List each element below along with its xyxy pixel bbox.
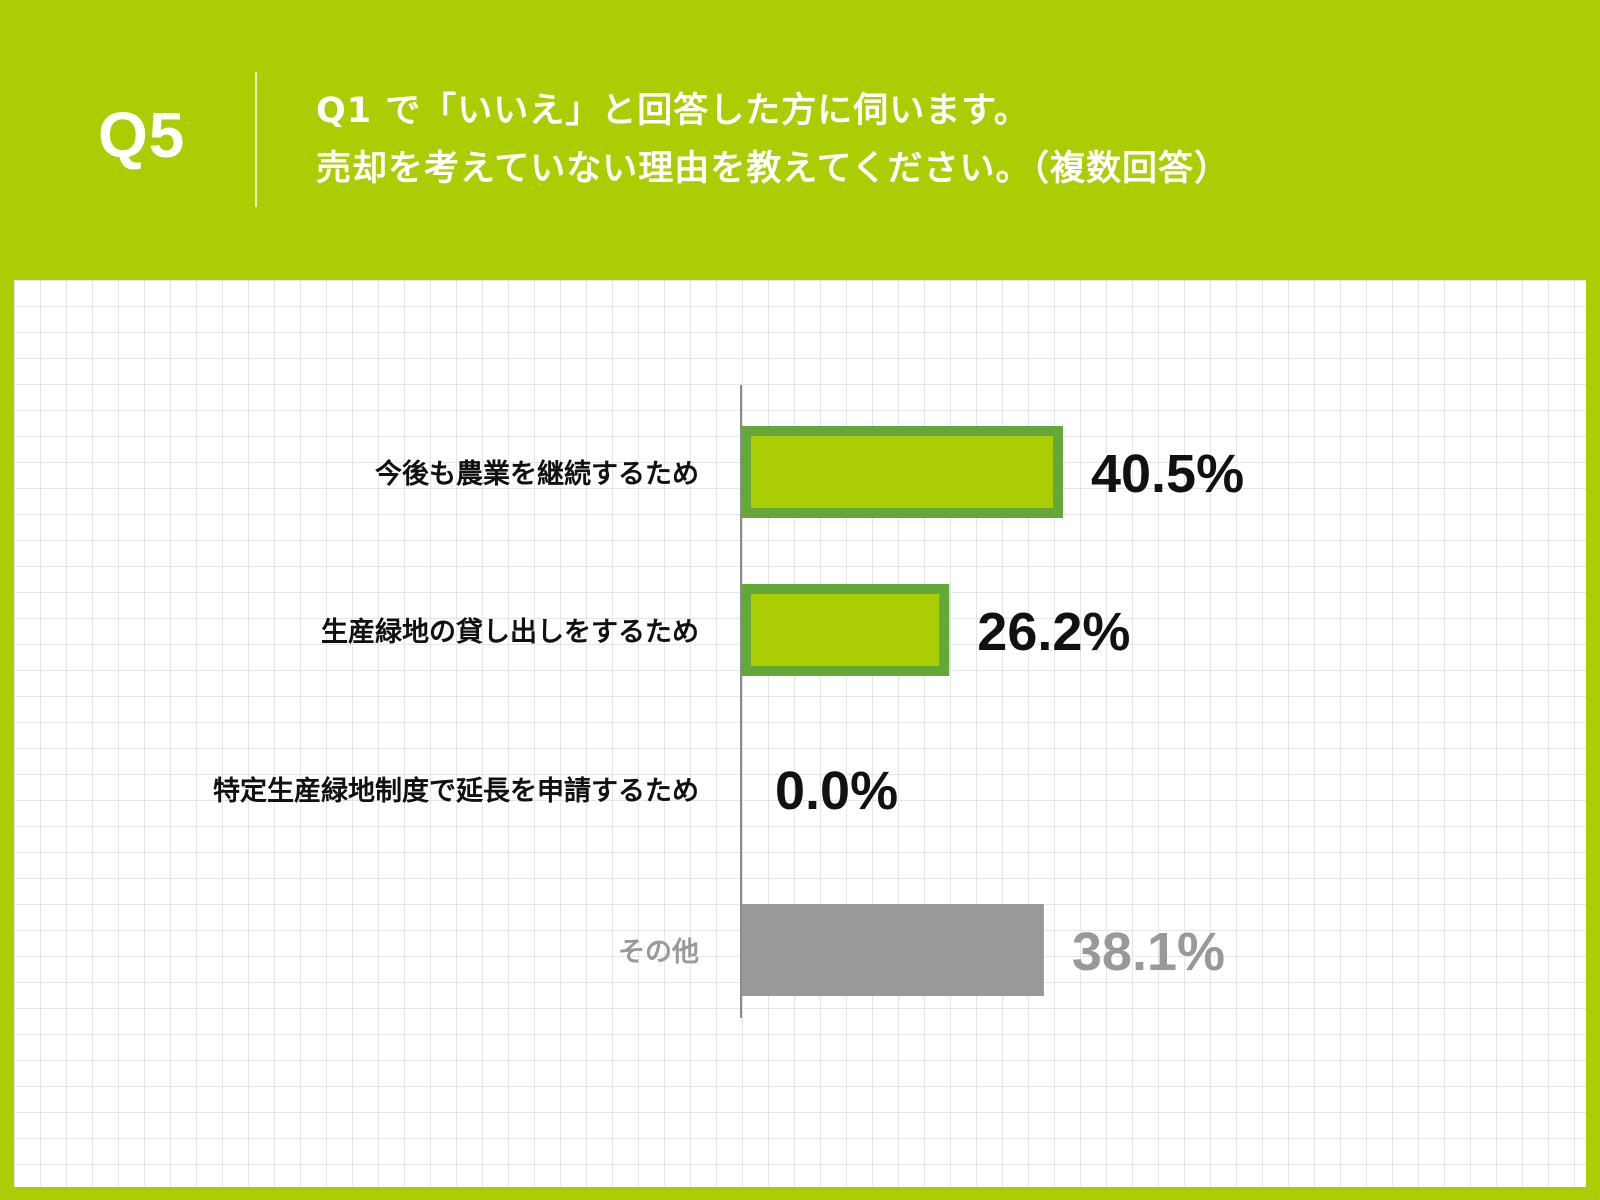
bar-chart: 今後も農業を継続するため 40.5% 生産緑地の貸し出しをするため 26.2% 特定生産… — [213, 385, 1244, 1018]
value-label: 26.2% — [977, 602, 1130, 662]
bar — [741, 426, 1063, 518]
question-line-1: Q1 で「いいえ」と回答した方に伺います。 — [316, 91, 1030, 131]
category-label: その他 — [618, 937, 699, 968]
category-label: 特定生産緑地制度で延長を申請するため — [213, 775, 699, 807]
bar — [741, 584, 950, 676]
category-label: 生産緑地の貸し出しをするため — [321, 616, 699, 648]
value-label: 38.1% — [1072, 922, 1225, 982]
value-label: 0.0% — [775, 761, 898, 821]
question-line-2: 売却を考えていない理由を教えてください。（複数回答） — [316, 149, 1230, 189]
bar — [741, 904, 1044, 996]
question-header: Q5 Q1 で「いいえ」と回答した方に伺います。 売却を考えていない理由を教えて… — [0, 0, 1600, 280]
question-text: Q1 で「いいえ」と回答した方に伺います。 売却を考えていない理由を教えてくださ… — [316, 82, 1556, 198]
question-number: Q5 — [98, 99, 186, 171]
header-divider — [255, 72, 257, 207]
category-label: 今後も農業を継続するため — [375, 458, 699, 490]
value-label: 40.5% — [1091, 444, 1244, 504]
chart-panel: 今後も農業を継続するため 40.5% 生産緑地の貸し出しをするため 26.2% 特定生産… — [14, 280, 1586, 1187]
